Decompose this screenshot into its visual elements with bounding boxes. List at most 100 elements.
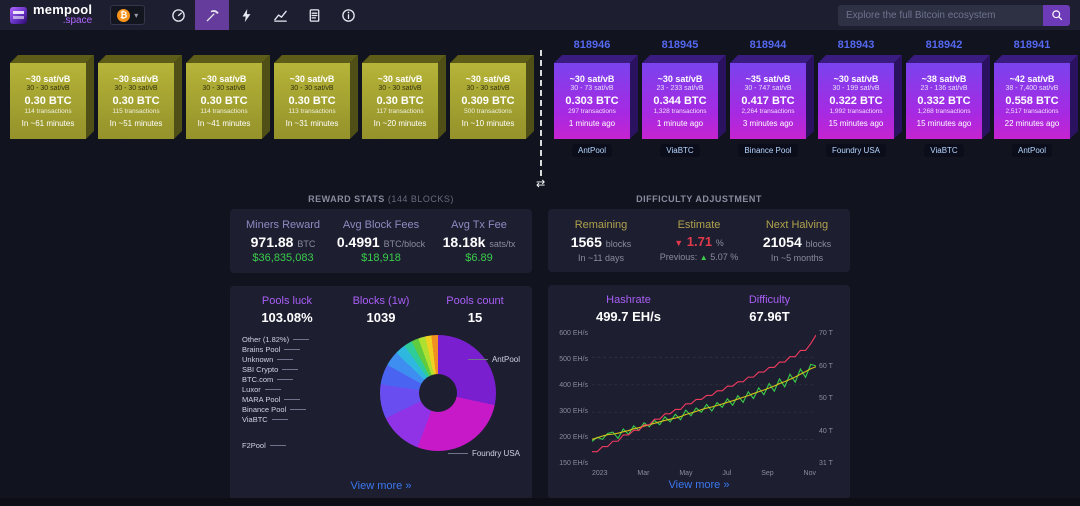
transaction-count: 1,328 transactions — [653, 108, 707, 115]
block-height[interactable]: 818945 — [661, 39, 699, 51]
pie-label[interactable]: SBI Crypto — [242, 365, 309, 375]
difficulty-value-stat: Difficulty 67.96T — [748, 294, 791, 324]
pools-view-more-link[interactable]: View more » — [350, 480, 412, 492]
mined-block[interactable]: 818941 ~42 sat/vB 38 - 7,400 sat/vB 0.558 B… — [990, 38, 1074, 158]
mempool-block[interactable]: ~30 sat/vB 30 - 30 sat/vB 0.30 BTC 117 tran… — [358, 38, 442, 139]
time-ago: 15 minutes ago — [828, 119, 884, 128]
reward-stats-panel: Miners Reward 971.88 BTC $36,835,083 Avg… — [230, 209, 532, 273]
time-ago: 3 minutes ago — [742, 119, 794, 128]
mined-block[interactable]: 818943 ~30 sat/vB 30 - 199 sat/vB 0.322 BTC… — [814, 38, 898, 158]
block-height[interactable]: 818944 — [749, 39, 787, 51]
pie-label-antpool[interactable]: AntPool — [467, 355, 520, 364]
mined-block[interactable]: 818946 ~30 sat/vB 30 - 73 sat/vB 0.303 BTC 2… — [550, 38, 634, 158]
x-tick: Sep — [761, 470, 774, 477]
fee-range: 30 - 30 sat/vB — [26, 85, 70, 92]
next-halving-stat: Next Halving 21054 blocks In ~5 months — [762, 219, 832, 263]
pool-badge[interactable]: Foundry USA — [825, 144, 887, 157]
pool-badge[interactable]: AntPool — [571, 144, 613, 157]
nav-tabs — [161, 0, 365, 30]
block-height — [182, 38, 266, 55]
y-tick: 400 EH/s — [559, 382, 588, 389]
tab-about[interactable] — [331, 0, 365, 30]
mempool-block[interactable]: ~30 sat/vB 30 - 30 sat/vB 0.309 BTC 500 tra… — [446, 38, 530, 139]
total-fees: 0.30 BTC — [288, 95, 336, 107]
mempool-block[interactable]: ~30 sat/vB 30 - 30 sat/vB 0.30 BTC 113 tran… — [270, 38, 354, 139]
block-height[interactable]: 818941 — [1013, 39, 1051, 51]
mempool-block[interactable]: ~30 sat/vB 30 - 30 sat/vB 0.30 BTC 114 tran… — [6, 38, 90, 139]
pickaxe-icon — [206, 9, 219, 21]
lightning-icon — [242, 8, 251, 22]
block-cube[interactable]: ~30 sat/vB 30 - 30 sat/vB 0.30 BTC 114 tran… — [186, 63, 262, 139]
pie-donut[interactable] — [380, 335, 496, 451]
block-cube[interactable]: ~30 sat/vB 30 - 30 sat/vB 0.30 BTC 113 tran… — [274, 63, 350, 139]
block-cube[interactable]: ~30 sat/vB 23 - 233 sat/vB 0.344 BTC 1,328 … — [642, 63, 718, 139]
block-cube[interactable]: ~30 sat/vB 30 - 30 sat/vB 0.30 BTC 117 tran… — [362, 63, 438, 139]
block-height[interactable]: 818943 — [837, 39, 875, 51]
mined-block[interactable]: 818945 ~30 sat/vB 23 - 233 sat/vB 0.344 BTC… — [638, 38, 722, 158]
pie-label[interactable]: Unknown — [242, 355, 309, 365]
y-tick: 60 T — [819, 362, 833, 370]
mined-block[interactable]: 818942 ~38 sat/vB 23 - 136 sat/vB 0.332 BTC… — [902, 38, 986, 158]
y-tick: 500 EH/s — [559, 356, 588, 363]
block-cube[interactable]: ~30 sat/vB 30 - 73 sat/vB 0.303 BTC 297 tra… — [554, 63, 630, 139]
transaction-count: 117 transactions — [376, 108, 424, 115]
hashrate-view-more-link[interactable]: View more » — [668, 479, 730, 491]
median-fee: ~42 sat/vB — [1009, 74, 1055, 84]
y-tick: 40 T — [819, 427, 833, 435]
fee-range: 23 - 136 sat/vB — [920, 85, 968, 92]
block-cube[interactable]: ~38 sat/vB 23 - 136 sat/vB 0.332 BTC 1,268 … — [906, 63, 982, 139]
eta: In ~61 minutes — [21, 119, 75, 128]
tab-graphs[interactable] — [263, 0, 297, 30]
y-tick: 31 T — [819, 460, 833, 467]
block-height[interactable]: 818942 — [925, 39, 963, 51]
pools-count-stat: Pools count 15 — [446, 295, 504, 325]
pool-badge[interactable]: Binance Pool — [738, 144, 798, 157]
pie-label[interactable]: Binance Pool — [242, 405, 309, 415]
pool-badge[interactable]: AntPool — [1011, 144, 1053, 157]
hashrate-line-chart[interactable] — [592, 330, 816, 467]
pie-label[interactable]: Other (1.82%) — [242, 335, 310, 345]
block-cube[interactable]: ~35 sat/vB 30 - 747 sat/vB 0.417 BTC 2,264 … — [730, 63, 806, 139]
block-cube[interactable]: ~30 sat/vB 30 - 30 sat/vB 0.30 BTC 114 tran… — [10, 63, 86, 139]
pie-label-foundry[interactable]: Foundry USA — [447, 449, 520, 458]
block-cube[interactable]: ~42 sat/vB 38 - 7,400 sat/vB 0.558 BTC 2,51… — [994, 63, 1070, 139]
total-fees: 0.344 BTC — [653, 95, 707, 107]
mined-block[interactable]: 818944 ~35 sat/vB 30 - 747 sat/vB 0.417 BTC… — [726, 38, 810, 158]
median-fee: ~30 sat/vB — [113, 74, 159, 84]
block-cube[interactable]: ~30 sat/vB 30 - 30 sat/vB 0.30 BTC 115 tran… — [98, 63, 174, 139]
tab-mining[interactable] — [195, 0, 230, 30]
mining-pools-panel: Pools luck 103.08% Blocks (1w) 1039 Pool… — [230, 286, 532, 500]
pool-badge[interactable]: ViaBTC — [660, 144, 700, 157]
pie-label[interactable]: MARA Pool — [242, 395, 309, 405]
network-selector[interactable]: ₿ ▾ — [110, 5, 146, 25]
search-button[interactable] — [1043, 4, 1070, 26]
mempool-logo-icon — [10, 6, 27, 24]
pie-label[interactable]: BTC.com — [242, 375, 309, 385]
block-height[interactable]: 818946 — [573, 39, 611, 51]
pie-label[interactable]: Brains Pool — [242, 345, 309, 355]
up-arrow-icon: ▲ — [699, 253, 708, 262]
block-cube[interactable]: ~30 sat/vB 30 - 30 sat/vB 0.309 BTC 500 tra… — [450, 63, 526, 139]
mempool-block[interactable]: ~30 sat/vB 30 - 30 sat/vB 0.30 BTC 115 tran… — [94, 38, 178, 139]
tab-lightning[interactable] — [229, 0, 263, 30]
pie-label[interactable]: F2Pool — [242, 441, 309, 451]
total-fees: 0.30 BTC — [200, 95, 248, 107]
total-fees: 0.558 BTC — [1005, 95, 1059, 107]
pie-label[interactable]: Luxor — [242, 385, 309, 395]
eta: In ~31 minutes — [285, 119, 339, 128]
logo-suffix: .space — [62, 14, 93, 26]
tab-docs[interactable] — [297, 0, 331, 30]
tab-dashboard[interactable] — [161, 0, 195, 30]
mempool-block[interactable]: ~30 sat/vB 30 - 30 sat/vB 0.30 BTC 114 tran… — [182, 38, 266, 139]
search-input[interactable] — [838, 4, 1043, 26]
mempool-logo[interactable]: mempool .space — [10, 3, 93, 26]
y-axis-right-labels: 70 T 60 T 50 T 40 T 31 T — [816, 330, 840, 467]
pool-badge[interactable]: ViaBTC — [924, 144, 964, 157]
transaction-count: 114 transactions — [24, 108, 72, 115]
document-icon — [309, 8, 320, 22]
pie-labels-left: Other (1.82%) Brains Pool Unknown SBI Crypt… — [242, 335, 310, 451]
search-icon — [1051, 10, 1062, 21]
pie-label[interactable]: ViaBTC — [242, 415, 309, 425]
fee-range: 23 - 233 sat/vB — [656, 85, 704, 92]
block-cube[interactable]: ~30 sat/vB 30 - 199 sat/vB 0.322 BTC 1,992 … — [818, 63, 894, 139]
